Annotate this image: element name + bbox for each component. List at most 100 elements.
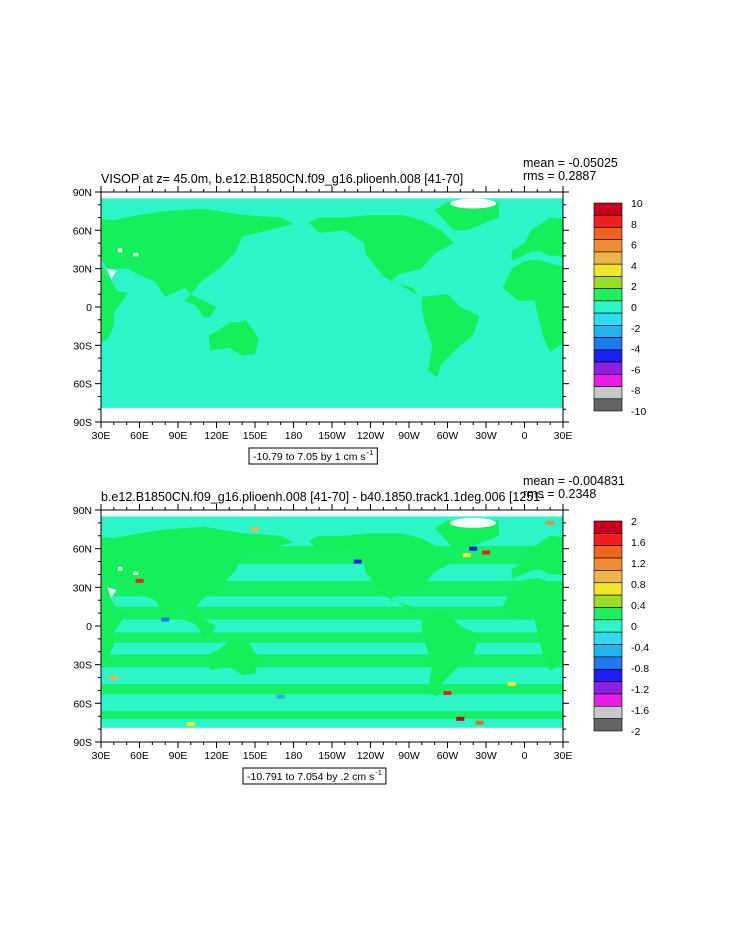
land-region	[671, 639, 721, 675]
land-region	[208, 638, 259, 675]
x-tick-label: 30E	[92, 750, 111, 762]
x-tick-label: 120W	[357, 430, 385, 442]
colorbar-swatch	[593, 202, 623, 216]
mean-stat: mean = -0.05025	[523, 156, 618, 170]
colorbar-label: 8	[631, 219, 637, 231]
colorbar-label: -10	[631, 406, 646, 418]
range-label-box	[248, 447, 378, 465]
x-tick-label: 150E	[243, 430, 268, 442]
colorbar-swatch	[593, 644, 623, 658]
colorbar-swatch	[593, 214, 623, 228]
land-region	[0, 294, 18, 377]
y-tick-label: 0	[86, 302, 92, 314]
colorbar-swatch	[593, 718, 623, 732]
land-region	[184, 294, 217, 318]
colorbar-swatch	[593, 631, 623, 645]
ice-mask	[450, 517, 497, 528]
colorbar-swatch	[593, 545, 623, 559]
colorbar-swatch	[593, 693, 623, 707]
range-label-text: -10.79 to 7.05 by 1 cm s	[253, 451, 366, 463]
land-region	[308, 533, 454, 615]
colorbar-swatch	[593, 594, 623, 608]
land-region	[511, 535, 563, 580]
colorbar-swatch	[593, 668, 623, 682]
x-tick-label: 120E	[204, 430, 229, 442]
anomaly-mark	[251, 527, 259, 532]
colorbar-label: 4	[631, 260, 637, 272]
colorbar-swatch	[593, 373, 623, 387]
map-field	[0, 192, 721, 422]
colorbar-label: -6	[631, 364, 640, 376]
anomaly-mark	[276, 694, 285, 699]
x-tick-label: 60E	[130, 750, 149, 762]
anomaly-mark	[135, 578, 144, 583]
land-region	[671, 320, 721, 356]
y-tick-label: 60S	[73, 379, 92, 391]
range-label: -10.79 to 7.05 by 1 cm s -1	[248, 447, 378, 465]
x-tick-label: 30E	[92, 430, 111, 442]
colorbar: 2 1.6 1.2 0.8 0.4 0 -0.4 -0.8 -1.2 -1.6 -2	[593, 516, 649, 738]
colorbar-label: 0	[631, 302, 637, 314]
colorbar-label: 1.2	[631, 558, 646, 570]
range-label-superscript: -1	[367, 448, 374, 457]
x-tick-label: 150W	[318, 750, 346, 762]
anomaly-mark	[161, 617, 170, 622]
mask-patch	[107, 268, 117, 279]
mean-stat: mean = -0.004831	[523, 474, 625, 488]
land-region	[502, 259, 563, 352]
anomaly-mark	[475, 720, 484, 725]
antarctica-mask	[101, 727, 563, 742]
colorbar-label: 1.6	[631, 537, 646, 549]
colorbar-swatch	[593, 705, 623, 719]
colorbar-label: -0.8	[631, 663, 649, 675]
colorbar-label: -0.4	[631, 642, 649, 654]
colorbar-swatch	[593, 570, 623, 584]
anomaly-mark	[186, 721, 195, 726]
land-region	[0, 613, 18, 697]
anomaly-mark	[546, 520, 555, 525]
colorbar-swatch	[593, 312, 623, 326]
anomaly-mark	[426, 255, 431, 259]
y-tick-label: 60N	[73, 225, 92, 237]
ice-mask	[450, 198, 497, 209]
x-tick-label: 120E	[204, 750, 229, 762]
mask-patch	[107, 587, 117, 598]
colorbar-label: 2	[631, 516, 637, 528]
land-region	[421, 294, 480, 378]
colorbar-swatch	[593, 533, 623, 547]
land-region	[308, 215, 454, 296]
map-field	[0, 510, 721, 742]
colorbar-swatch	[593, 288, 623, 302]
colorbar-label: -1.6	[631, 705, 649, 717]
value-band	[101, 684, 563, 695]
anomaly-mark	[456, 716, 465, 721]
colorbar-swatch	[593, 656, 623, 670]
colorbar-label: 10	[631, 198, 643, 210]
range-label-superscript: -1	[375, 768, 382, 777]
x-tick-label: 30W	[475, 750, 497, 762]
colorbar-swatch	[593, 619, 623, 633]
colorbar-swatch	[593, 276, 623, 289]
colorbar-label: -4	[631, 344, 640, 356]
range-label-box	[242, 767, 387, 785]
anomaly-mark	[353, 559, 362, 564]
colorbar-label: -2	[631, 323, 640, 335]
colorbar-swatch	[593, 398, 623, 412]
y-tick-label: 90N	[73, 505, 92, 517]
y-tick-label: 30N	[73, 582, 92, 594]
range-label: -10.791 to 7.054 by .2 cm s -1	[242, 767, 387, 785]
x-tick-label: 90E	[169, 750, 188, 762]
colorbar-label: -8	[631, 385, 640, 397]
chart-title: b.e12.B1850CN.f09_g16.plioenh.008 [41-70…	[101, 490, 544, 504]
x-tick-label: 0	[522, 430, 528, 442]
land-region	[0, 202, 37, 230]
x-tick-label: 30W	[475, 430, 497, 442]
land-region	[101, 585, 128, 663]
colorbar-swatch	[593, 582, 623, 596]
y-tick-label: 60S	[73, 698, 92, 710]
y-tick-label: 90S	[73, 737, 92, 749]
x-tick-label: 90W	[398, 430, 420, 442]
colorbar-swatch	[593, 520, 623, 534]
anomaly-mark	[109, 675, 118, 680]
